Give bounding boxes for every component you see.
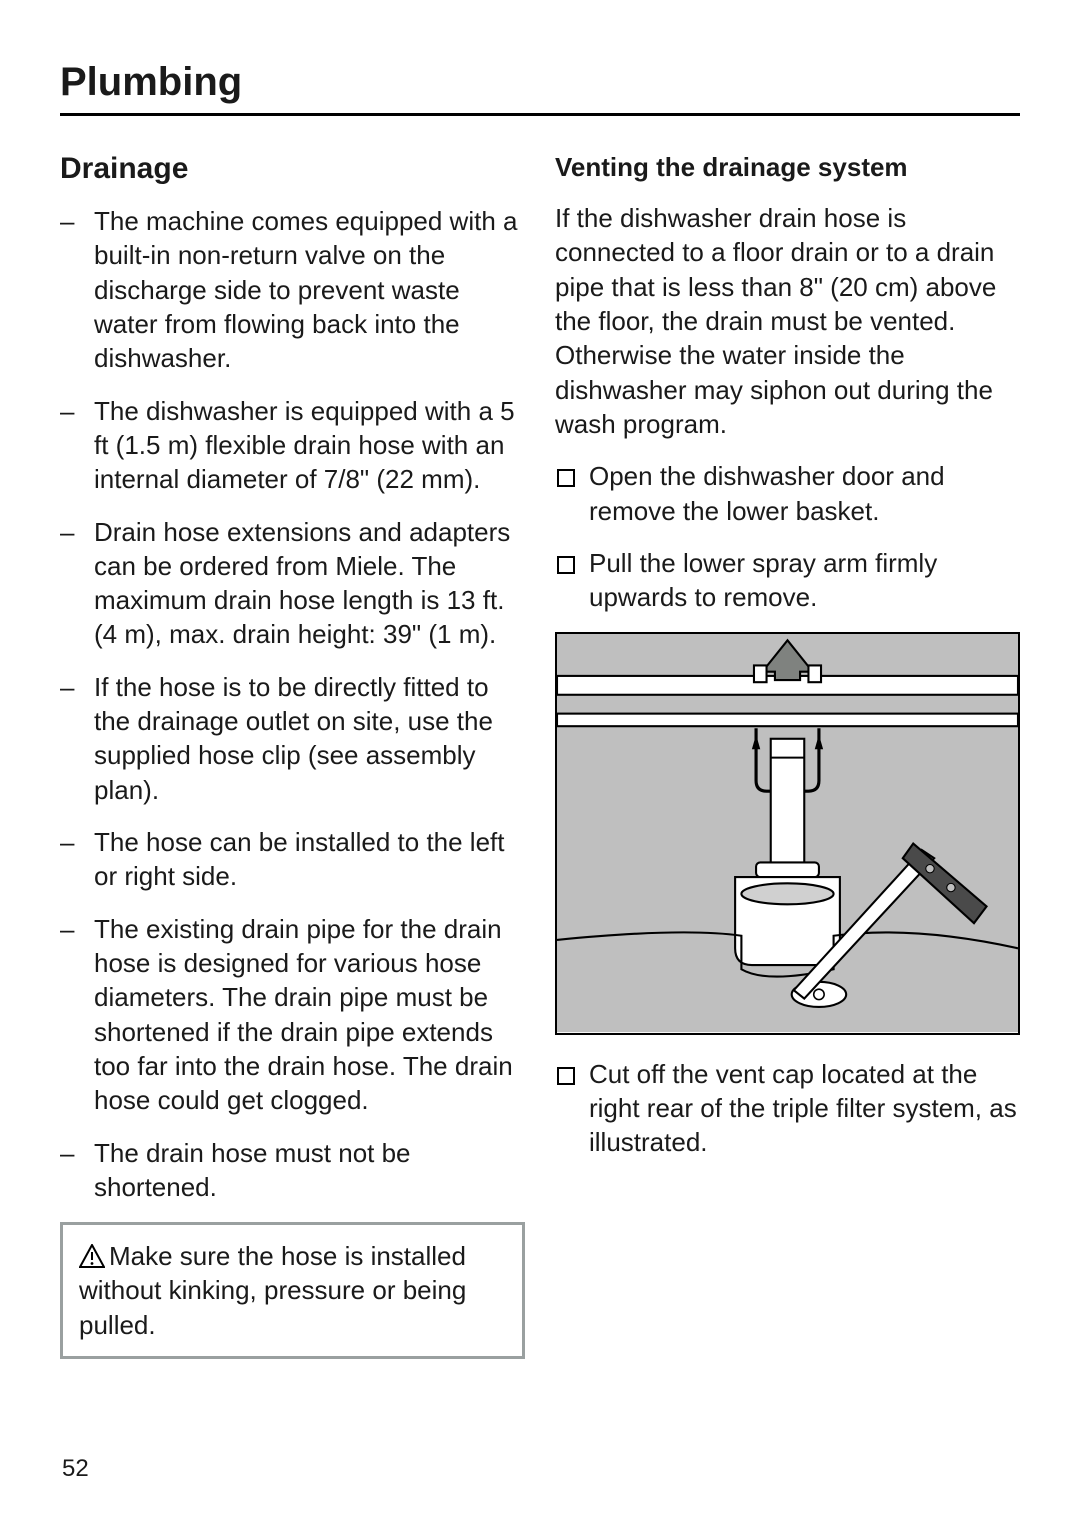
title-rule xyxy=(60,113,1020,116)
list-item: Pull the lower spray arm firmly upwards … xyxy=(555,546,1020,615)
venting-steps-before: Open the dishwasher door and remove the … xyxy=(555,459,1020,614)
page-number: 52 xyxy=(62,1455,89,1483)
two-column-layout: Drainage The machine comes equipped with… xyxy=(60,152,1020,1359)
list-item: Open the dishwasher door and remove the … xyxy=(555,459,1020,528)
chapter-title: Plumbing xyxy=(60,60,1020,105)
warning-box: Make sure the hose is installed without … xyxy=(60,1222,525,1359)
warning-icon xyxy=(79,1244,105,1273)
list-item: The drain hose must not be shortened. xyxy=(60,1136,525,1205)
venting-subheading: Venting the drainage system xyxy=(555,152,1020,183)
drainage-heading: Drainage xyxy=(60,152,525,186)
list-item: If the hose is to be directly fitted to … xyxy=(60,670,525,807)
venting-steps-after: Cut off the vent cap located at the righ… xyxy=(555,1057,1020,1160)
list-item: The dishwasher is equipped with a 5 ft (… xyxy=(60,394,525,497)
right-column: Venting the drainage system If the dishw… xyxy=(555,152,1020,1359)
venting-intro: If the dishwasher drain hose is connecte… xyxy=(555,201,1020,441)
list-item: The hose can be installed to the left or… xyxy=(60,825,525,894)
left-column: Drainage The machine comes equipped with… xyxy=(60,152,525,1359)
list-item: Drain hose extensions and adapters can b… xyxy=(60,515,525,652)
drainage-bullet-list: The machine comes equipped with a built-… xyxy=(60,204,525,1204)
list-item: Cut off the vent cap located at the righ… xyxy=(555,1057,1020,1160)
spray-arm-diagram xyxy=(555,632,1020,1034)
warning-text: Make sure the hose is installed without … xyxy=(79,1241,466,1340)
list-item: The machine comes equipped with a built-… xyxy=(60,204,525,376)
list-item: The existing drain pipe for the drain ho… xyxy=(60,912,525,1118)
